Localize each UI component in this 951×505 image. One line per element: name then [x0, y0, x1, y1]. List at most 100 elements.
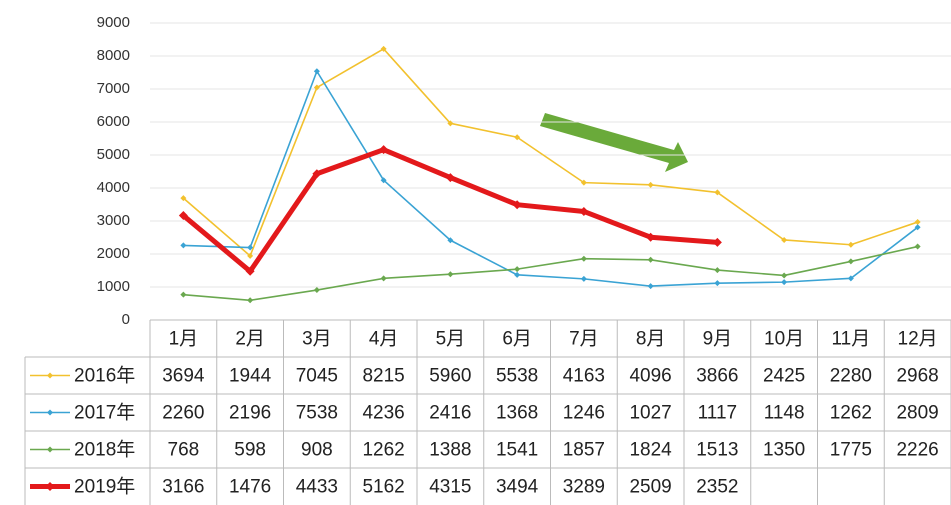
point-marker	[580, 255, 587, 262]
point-marker	[914, 243, 921, 250]
x-tick-label: 4月	[369, 329, 399, 350]
table-value: 598	[234, 440, 266, 461]
point-marker	[647, 181, 654, 188]
legend-label: 2017年	[74, 402, 135, 424]
point-marker	[245, 266, 255, 276]
legend-marker	[47, 372, 53, 379]
table-value: 1541	[496, 440, 538, 461]
point-marker	[379, 145, 389, 155]
legend-marker	[47, 409, 53, 416]
legend-marker	[47, 446, 53, 453]
point-marker	[380, 177, 387, 184]
point-marker	[579, 206, 589, 216]
table-value: 1148	[764, 403, 805, 424]
point-marker	[847, 258, 854, 265]
table-value: 4315	[429, 477, 471, 498]
x-tick-label: 7月	[569, 329, 599, 350]
y-tick-label: 3000	[97, 212, 130, 229]
point-marker	[313, 287, 320, 294]
point-marker	[447, 120, 454, 127]
point-marker	[647, 256, 654, 263]
table-value: 2352	[696, 477, 738, 498]
table-value: 5162	[362, 477, 404, 498]
table-value: 1117	[698, 403, 737, 424]
table-value: 3289	[563, 477, 605, 498]
y-tick-label: 7000	[97, 80, 130, 97]
x-tick-label: 2月	[235, 329, 265, 350]
point-marker	[514, 271, 521, 278]
trend-arrow	[540, 113, 688, 172]
x-tick-label: 11月	[832, 329, 871, 350]
legend-marker	[45, 482, 55, 491]
y-tick-label: 8000	[97, 47, 130, 64]
point-marker	[313, 68, 320, 75]
point-marker	[914, 224, 921, 231]
table-value: 1388	[429, 440, 471, 461]
y-tick-label: 5000	[97, 146, 130, 163]
series-line	[183, 70, 919, 287]
table-value: 4433	[296, 477, 338, 498]
table-value: 1775	[830, 440, 872, 461]
point-marker	[714, 280, 721, 287]
table-value: 2968	[896, 366, 938, 387]
y-tick-label: 6000	[97, 113, 130, 130]
point-marker	[512, 200, 522, 210]
point-marker	[180, 291, 187, 298]
point-marker	[247, 297, 254, 304]
x-tick-label: 3月	[302, 329, 332, 350]
point-marker	[247, 252, 254, 259]
table-value: 2280	[830, 366, 872, 387]
point-marker	[180, 242, 187, 249]
x-tick-label: 5月	[436, 329, 466, 350]
table-value: 908	[301, 440, 333, 461]
x-tick-label: 6月	[502, 329, 532, 350]
y-tick-label: 2000	[97, 245, 130, 262]
x-tick-label: 8月	[636, 329, 666, 350]
table-value: 1857	[563, 440, 605, 461]
x-tick-label: 10月	[764, 329, 804, 350]
legend-label: 2016年	[74, 365, 135, 387]
table-value: 1476	[229, 477, 271, 498]
point-marker	[514, 266, 521, 273]
table-value: 1262	[830, 403, 872, 424]
point-marker	[380, 275, 387, 282]
table-value: 1944	[229, 366, 272, 387]
x-tick-label: 1月	[169, 329, 199, 350]
point-marker	[781, 272, 788, 279]
y-tick-label: 4000	[97, 179, 130, 196]
table-value: 7045	[296, 366, 338, 387]
series-line	[183, 245, 918, 302]
table-value: 3166	[162, 477, 204, 498]
point-marker	[781, 236, 788, 243]
point-marker	[914, 219, 921, 226]
table-value: 2226	[896, 440, 938, 461]
series-line	[182, 48, 918, 257]
point-marker	[847, 275, 854, 282]
point-marker	[646, 232, 656, 242]
table-value: 8215	[362, 366, 404, 387]
point-marker	[178, 211, 188, 221]
point-marker	[580, 275, 587, 282]
table-value: 1262	[362, 440, 404, 461]
point-marker	[714, 189, 721, 196]
x-tick-label: 12月	[898, 329, 938, 350]
point-marker	[180, 195, 187, 202]
table-value: 3866	[696, 366, 738, 387]
table-value: 5960	[429, 366, 471, 387]
table-value: 2425	[763, 366, 805, 387]
point-marker	[647, 283, 654, 290]
point-marker	[312, 169, 322, 179]
table-value: 1027	[629, 403, 671, 424]
table-value: 2196	[229, 403, 271, 424]
point-marker	[313, 84, 320, 91]
point-marker	[445, 173, 455, 183]
table-value: 4163	[563, 366, 605, 387]
point-marker	[247, 244, 254, 251]
table-value: 1513	[696, 440, 738, 461]
table-value: 2416	[429, 403, 471, 424]
table-value: 2509	[629, 477, 671, 498]
table-value: 3494	[496, 477, 539, 498]
table-value: 1824	[629, 440, 672, 461]
table-value: 7538	[296, 403, 338, 424]
